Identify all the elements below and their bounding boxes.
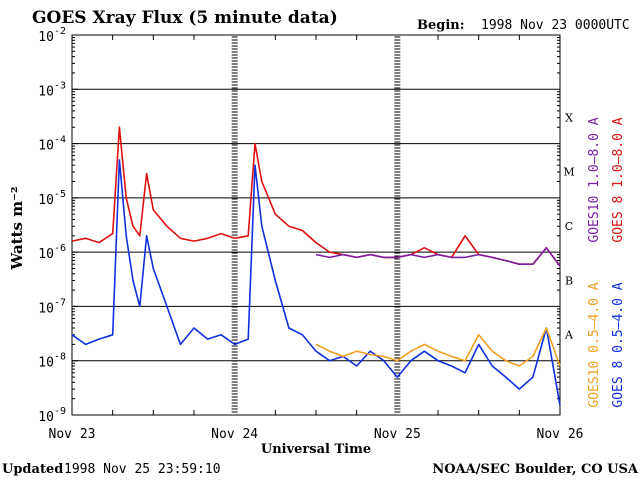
legend-entry: GOES 8 1.0–8.0 A xyxy=(611,117,626,242)
y-tick-label: 10-7 xyxy=(38,297,66,316)
y-tick-label: 10-2 xyxy=(38,26,66,45)
flare-class-label: C xyxy=(565,220,573,233)
y-tick-label: 10-4 xyxy=(38,135,66,154)
x-tick-label: Nov 23 xyxy=(49,427,96,442)
legend-entry: GOES10 0.5–4.0 A xyxy=(587,282,602,407)
y-tick-label: 10-5 xyxy=(38,189,66,208)
series-lines xyxy=(71,126,561,406)
legend-entry: GOES10 1.0–8.0 A xyxy=(587,117,602,242)
flare-class-label: X xyxy=(565,111,573,124)
begin-label: Begin: xyxy=(417,18,465,33)
flare-class-labels: A B C M X xyxy=(563,111,574,341)
chart-title: GOES Xray Flux (5 minute data) xyxy=(32,8,338,28)
flare-class-label: B xyxy=(565,274,573,287)
begin-value: 1998 Nov 23 0000UTC xyxy=(481,18,630,33)
legend: GOES10 1.0–8.0 A GOES 8 1.0–8.0 A GOES10 0… xyxy=(587,117,626,407)
series-line xyxy=(315,247,561,267)
x-tick-label: Nov 24 xyxy=(211,427,258,442)
x-tick-label: Nov 26 xyxy=(537,427,584,442)
flare-class-label: M xyxy=(563,166,574,179)
series-line xyxy=(71,126,561,267)
y-tick-label: 10-8 xyxy=(38,352,66,371)
x-axis-label: Universal Time xyxy=(261,442,371,457)
flare-class-label: A xyxy=(564,329,574,342)
series-line xyxy=(315,327,561,367)
credit-text: NOAA/SEC Boulder, CO USA xyxy=(432,462,639,477)
y-tick-label: 10-3 xyxy=(38,80,66,99)
y-axis-label: Watts m⁻² xyxy=(8,186,26,270)
gridlines xyxy=(72,88,560,362)
x-tick-label: Nov 25 xyxy=(374,427,421,442)
updated-value: 1998 Nov 25 23:59:10 xyxy=(64,462,221,477)
updated-label: Updated xyxy=(2,462,63,477)
series-line xyxy=(71,159,561,406)
day-tick-marks xyxy=(231,36,401,413)
y-tick-labels: 10-9 10-8 10-7 10-6 10-5 10-4 10-3 10-2 xyxy=(38,26,560,425)
legend-entry: GOES 8 0.5–4.0 A xyxy=(611,282,626,407)
x-tick-labels: Nov 23 Nov 24 Nov 25 Nov 26 xyxy=(49,35,584,442)
y-tick-label: 10-9 xyxy=(38,406,66,425)
y-tick-label: 10-6 xyxy=(38,243,66,262)
